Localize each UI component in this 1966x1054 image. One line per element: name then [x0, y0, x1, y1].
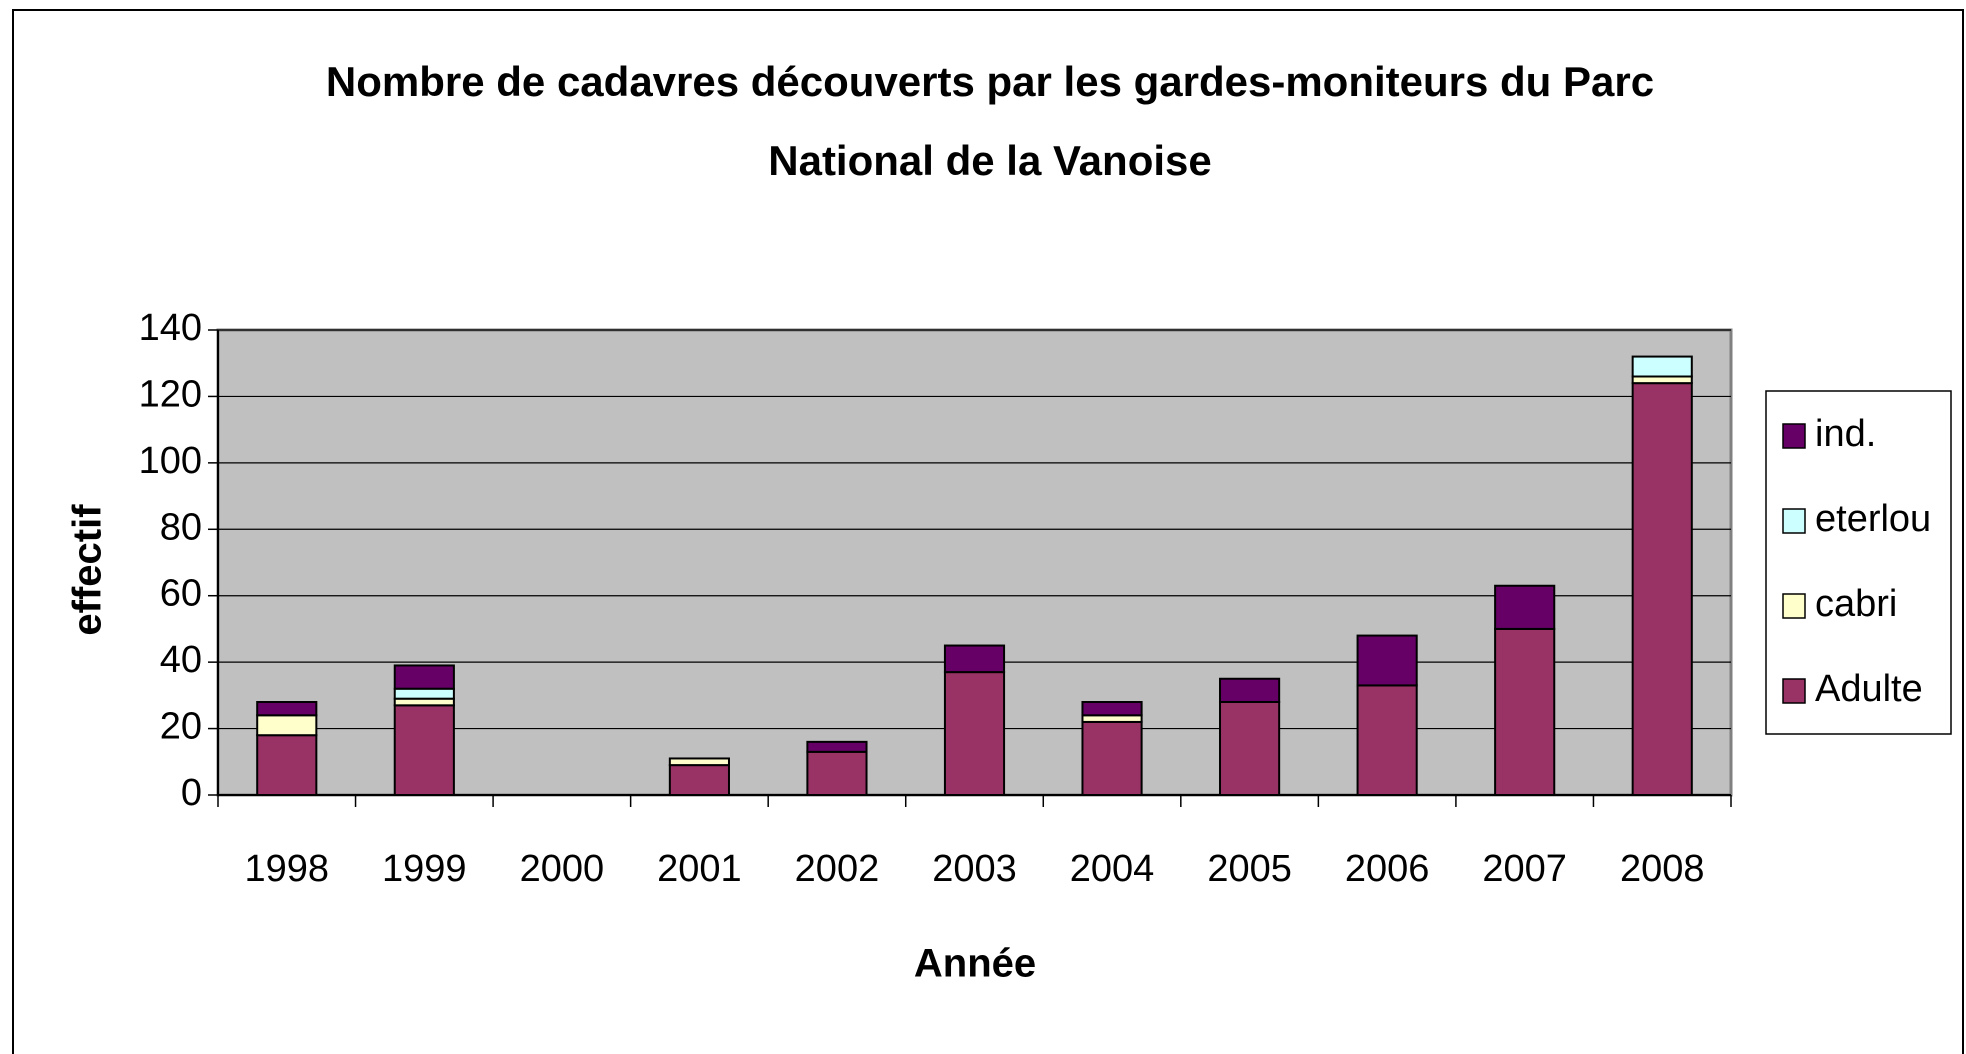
chart-title: National de la Vanoise	[768, 137, 1211, 184]
x-tick-label: 1998	[244, 848, 329, 890]
legend-swatch	[1782, 593, 1806, 619]
bar-segment	[1631, 355, 1693, 378]
bar-segment	[806, 750, 868, 796]
y-tick-label: 100	[139, 440, 202, 482]
bar-segment	[393, 687, 455, 700]
x-tick-label: 2003	[932, 848, 1017, 890]
bar-segment	[1081, 701, 1143, 717]
bar-segment	[1081, 720, 1143, 797]
x-tick-label: 1999	[382, 848, 467, 890]
y-tick-label: 140	[139, 307, 202, 349]
x-axis-label: Année	[914, 942, 1036, 986]
y-tick-label: 120	[139, 373, 202, 415]
y-axis-label: effectif	[66, 504, 110, 636]
bar-segment	[668, 757, 730, 767]
x-tick-label: 2001	[657, 848, 742, 890]
x-tick-label: 2000	[520, 848, 605, 890]
x-tick-label: 2007	[1482, 848, 1567, 890]
legend-swatch	[1782, 508, 1806, 534]
legend-label: cabri	[1815, 583, 1897, 625]
bar-segment	[256, 734, 318, 797]
legend-swatch	[1782, 678, 1806, 704]
bar-segment	[1356, 684, 1418, 797]
bar-segment	[943, 644, 1006, 674]
x-tick-label: 2002	[795, 848, 880, 890]
y-tick-label: 20	[160, 706, 202, 748]
bar-segment	[256, 714, 318, 737]
x-tick-label: 2008	[1620, 848, 1705, 890]
bar-segment	[806, 740, 868, 753]
y-tick-label: 80	[160, 506, 202, 548]
bar-segment	[943, 671, 1006, 796]
bar-segment	[1494, 627, 1556, 797]
legend-label: Adulte	[1815, 668, 1923, 710]
x-tick-label: 2006	[1345, 848, 1430, 890]
bar-segment	[1356, 634, 1418, 687]
legend-swatch	[1782, 423, 1806, 449]
chart-title: Nombre de cadavres découverts par les ga…	[326, 58, 1654, 105]
bar-segment	[393, 704, 455, 796]
bar-segment	[393, 664, 455, 690]
bar-segment	[1494, 584, 1556, 630]
y-tick-label: 60	[160, 573, 202, 615]
bar-segment	[1219, 677, 1281, 703]
legend-label: eterlou	[1815, 498, 1931, 540]
bar-segment	[256, 701, 318, 717]
y-tick-label: 0	[181, 772, 202, 814]
legend-label: ind.	[1815, 413, 1876, 455]
y-tick-label: 40	[160, 639, 202, 681]
bar-segment	[668, 764, 730, 796]
bar-segment	[1219, 701, 1281, 796]
x-tick-label: 2005	[1207, 848, 1292, 890]
x-tick-label: 2004	[1070, 848, 1155, 890]
bar-segment	[1631, 382, 1693, 796]
